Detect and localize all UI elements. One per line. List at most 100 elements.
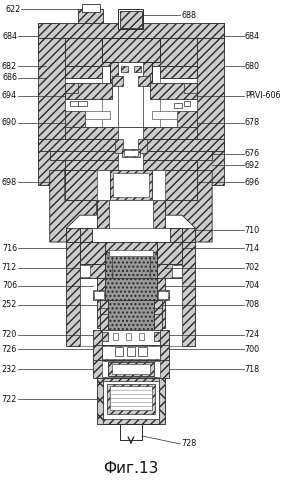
Bar: [184, 101, 190, 106]
Text: 702: 702: [245, 263, 260, 272]
Text: 712: 712: [2, 263, 17, 272]
Bar: [102, 38, 160, 62]
Bar: [94, 291, 104, 299]
Bar: [197, 38, 224, 185]
Text: 684: 684: [2, 32, 17, 41]
Bar: [157, 290, 169, 300]
Bar: [138, 76, 150, 86]
Bar: [65, 83, 78, 93]
Bar: [105, 278, 157, 327]
Bar: [70, 101, 78, 106]
Text: 704: 704: [245, 281, 260, 290]
Bar: [105, 242, 157, 252]
Bar: [127, 347, 135, 356]
Text: 692: 692: [245, 161, 260, 170]
Text: 684: 684: [245, 32, 260, 41]
Bar: [153, 331, 160, 341]
Bar: [93, 290, 105, 300]
Text: 724: 724: [245, 330, 260, 339]
Bar: [153, 308, 162, 314]
Bar: [85, 111, 110, 119]
Bar: [67, 228, 195, 242]
Bar: [65, 161, 197, 171]
Bar: [138, 347, 147, 356]
Bar: [152, 111, 177, 119]
Text: 676: 676: [245, 149, 260, 158]
Bar: [134, 66, 141, 72]
Bar: [182, 242, 195, 346]
Bar: [150, 83, 197, 99]
Bar: [113, 174, 149, 197]
Bar: [93, 329, 102, 345]
Bar: [102, 361, 160, 377]
Text: 696: 696: [245, 178, 260, 187]
Text: 694: 694: [2, 91, 17, 100]
Bar: [93, 360, 169, 378]
Bar: [105, 252, 157, 331]
Bar: [118, 127, 144, 171]
Bar: [81, 4, 100, 12]
Bar: [65, 78, 102, 148]
Bar: [157, 264, 182, 278]
Bar: [112, 364, 150, 374]
Bar: [112, 76, 124, 86]
Bar: [139, 332, 144, 340]
Bar: [120, 11, 142, 28]
Bar: [157, 242, 182, 264]
Bar: [108, 362, 153, 376]
Bar: [160, 66, 197, 78]
Bar: [50, 151, 212, 161]
Bar: [38, 139, 224, 151]
Text: 252: 252: [2, 300, 17, 309]
Bar: [102, 329, 160, 345]
Bar: [65, 127, 197, 139]
Bar: [100, 300, 108, 329]
Bar: [110, 171, 152, 200]
Bar: [80, 264, 105, 278]
Bar: [110, 386, 152, 410]
Text: 726: 726: [2, 345, 17, 354]
Bar: [100, 308, 108, 314]
Bar: [80, 265, 90, 277]
Text: 678: 678: [245, 118, 260, 127]
Bar: [65, 111, 85, 127]
Bar: [97, 278, 105, 327]
Bar: [65, 66, 102, 78]
Bar: [170, 228, 182, 242]
Text: 622: 622: [5, 5, 20, 14]
Bar: [121, 66, 127, 72]
Bar: [38, 23, 55, 51]
Text: 706: 706: [2, 281, 17, 290]
Text: 708: 708: [245, 300, 260, 309]
Bar: [65, 38, 197, 66]
Text: 698: 698: [2, 178, 17, 187]
Text: 722: 722: [2, 395, 17, 404]
Bar: [109, 200, 153, 242]
Bar: [172, 265, 182, 277]
Text: 710: 710: [245, 226, 260, 235]
Bar: [177, 111, 197, 127]
Text: 682: 682: [2, 61, 17, 70]
Text: 700: 700: [245, 345, 260, 354]
Bar: [110, 62, 152, 82]
Text: 714: 714: [245, 244, 260, 252]
Polygon shape: [50, 171, 97, 242]
Bar: [107, 384, 155, 414]
Bar: [138, 139, 147, 153]
Text: PRVI-606: PRVI-606: [245, 91, 280, 100]
Bar: [122, 149, 140, 157]
Text: 686: 686: [2, 73, 17, 82]
Bar: [102, 331, 108, 341]
Bar: [153, 300, 162, 329]
Bar: [93, 345, 169, 360]
Bar: [80, 228, 92, 242]
Text: 728: 728: [181, 440, 197, 449]
Bar: [160, 329, 169, 345]
Bar: [80, 242, 105, 264]
Text: Фиг.13: Фиг.13: [103, 461, 158, 476]
Text: 720: 720: [2, 330, 17, 339]
Bar: [65, 83, 112, 99]
Bar: [67, 242, 80, 346]
Bar: [38, 38, 65, 185]
Text: 680: 680: [245, 61, 260, 70]
